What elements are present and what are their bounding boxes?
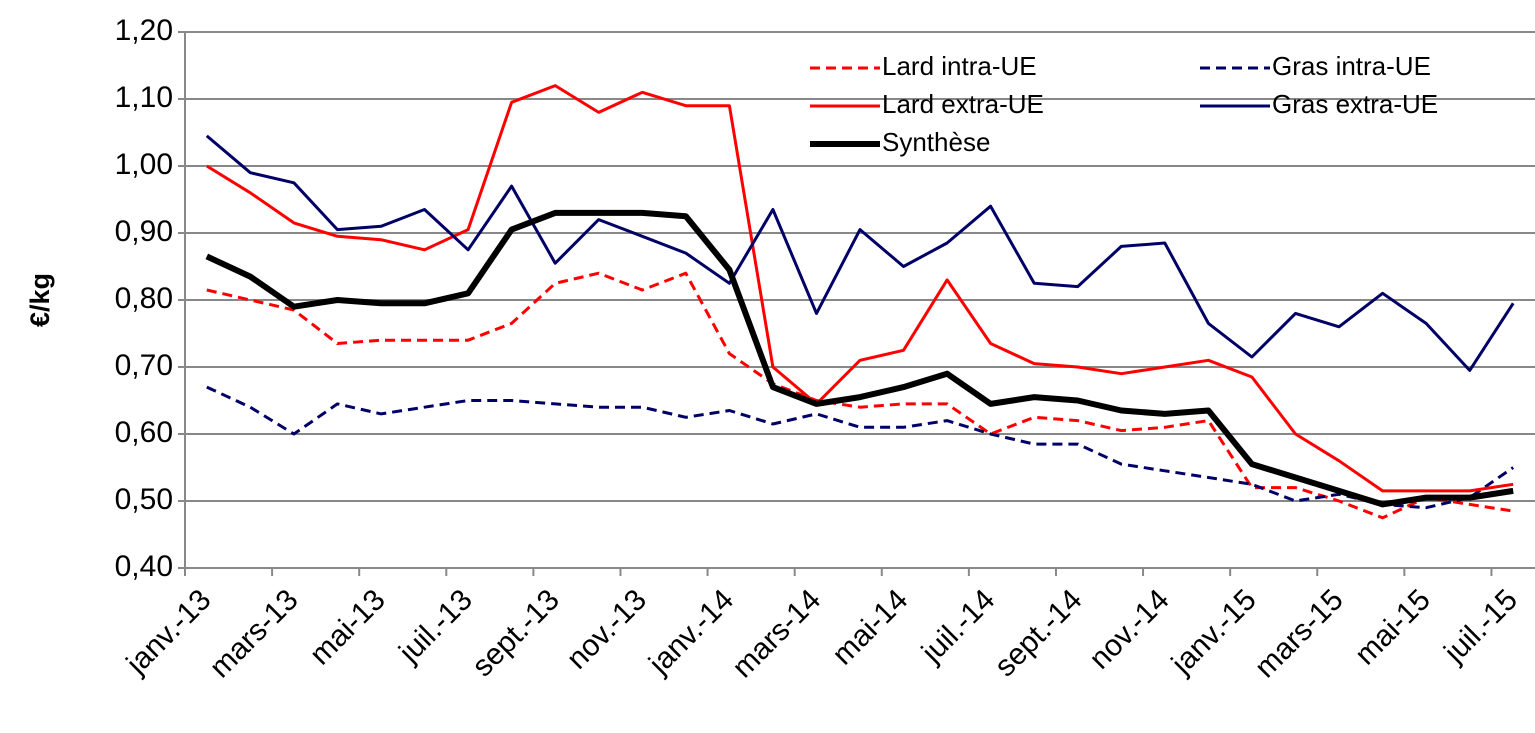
y-tick-label: 0,70 [115, 349, 173, 382]
series-line [206, 385, 1515, 510]
legend-label: Lard extra-UE [882, 89, 1044, 119]
x-tick-label: nov.-13 [561, 583, 654, 676]
legend-label: Gras extra-UE [1272, 89, 1438, 119]
legend-label: Lard intra-UE [882, 51, 1037, 81]
x-tick-label: nov.-14 [1083, 583, 1176, 676]
y-tick-label: 1,10 [115, 81, 173, 114]
series-line [206, 84, 1514, 493]
x-tick-label: mai-14 [826, 583, 914, 671]
x-tick-label: sept.-14 [989, 583, 1089, 683]
series-line [206, 271, 1514, 520]
y-axis-label: €/kg [25, 273, 55, 327]
series-line [205, 134, 1515, 372]
x-tick-label: mars-14 [726, 583, 827, 684]
legend-label: Synthèse [882, 127, 990, 157]
legend-label: Gras intra-UE [1272, 51, 1431, 81]
x-tick-label: sept.-13 [466, 583, 566, 683]
x-tick-label: mai-13 [304, 583, 392, 671]
x-tick-label: mai-15 [1349, 583, 1437, 671]
y-tick-label: 0,60 [115, 416, 173, 449]
y-tick-label: 0,90 [115, 215, 173, 248]
y-tick-label: 0,40 [115, 550, 173, 583]
x-tick-label: janv.-14 [642, 583, 740, 681]
series-line [205, 209, 1514, 508]
x-tick-label: mars-13 [204, 583, 305, 684]
x-tick-label: juil.-13 [392, 583, 479, 670]
y-tick-label: 0,50 [115, 483, 173, 516]
y-tick-label: 0,80 [115, 282, 173, 315]
x-tick-label: juil.-14 [915, 583, 1002, 670]
x-tick-label: janv.-15 [1165, 583, 1263, 681]
x-tick-label: juil.-15 [1437, 583, 1524, 670]
y-tick-label: 1,20 [115, 14, 173, 47]
y-tick-label: 1,00 [115, 148, 173, 181]
x-tick-label: janv.-13 [120, 583, 218, 681]
x-tick-label: mars-15 [1249, 583, 1350, 684]
